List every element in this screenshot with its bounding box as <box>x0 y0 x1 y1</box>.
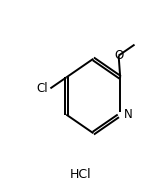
Text: HCl: HCl <box>70 168 91 181</box>
Text: Cl: Cl <box>36 82 48 95</box>
Text: N: N <box>124 108 133 121</box>
Text: O: O <box>114 49 123 62</box>
